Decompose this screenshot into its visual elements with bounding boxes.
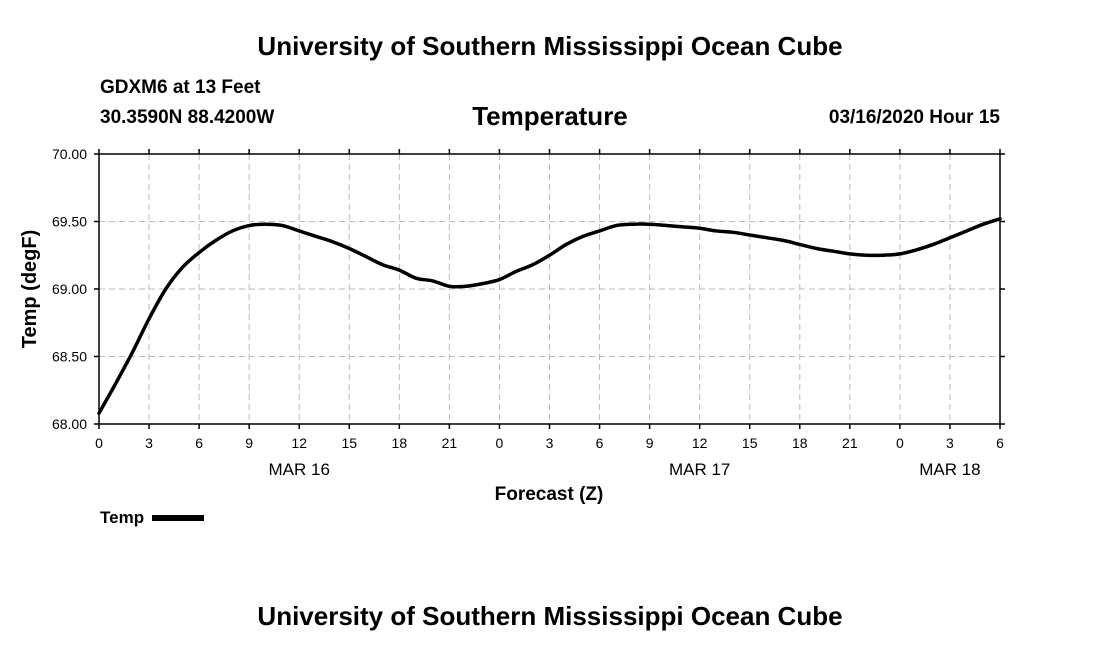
x-tick-label: 12 bbox=[692, 435, 708, 451]
x-axis-label: Forecast (Z) bbox=[495, 484, 604, 505]
axis-ticks: 68.00 68.50 69.00 69.50 70.00 0 3 6 9 12 15 18 21 0 3 6… bbox=[52, 146, 1005, 479]
legend: Temp bbox=[100, 508, 205, 528]
grid bbox=[99, 154, 1000, 424]
x-tick-label: 21 bbox=[442, 435, 458, 451]
x-tick-label: 12 bbox=[291, 435, 307, 451]
location-label: 30.3590N 88.4200W bbox=[100, 107, 275, 128]
y-tick-label: 70.00 bbox=[52, 146, 87, 162]
x-tick-label: 6 bbox=[596, 435, 604, 451]
x-tick-label: 18 bbox=[392, 435, 408, 451]
x-tick-label: 3 bbox=[546, 435, 554, 451]
x-tick-label: 15 bbox=[742, 435, 758, 451]
x-tick-label: 3 bbox=[946, 435, 954, 451]
station-label: GDXM6 at 13 Feet bbox=[100, 77, 261, 98]
chart-title: Temperature bbox=[472, 101, 628, 131]
x-tick-label: 3 bbox=[145, 435, 153, 451]
x-tick-label: 9 bbox=[646, 435, 654, 451]
y-axis-label: Temp (degF) bbox=[19, 230, 41, 349]
y-tick-label: 69.00 bbox=[52, 281, 87, 297]
x-tick-label: 21 bbox=[842, 435, 858, 451]
x-tick-label: 6 bbox=[195, 435, 203, 451]
y-tick-label: 68.50 bbox=[52, 349, 87, 365]
x-tick-label: 0 bbox=[896, 435, 904, 451]
page-title: University of Southern Mississippi Ocean… bbox=[257, 31, 843, 61]
footer-title: University of Southern Mississippi Ocean… bbox=[257, 601, 843, 631]
timestamp-label: 03/16/2020 Hour 15 bbox=[828, 107, 1000, 128]
x-tick-label: 0 bbox=[95, 435, 103, 451]
legend-line-swatch bbox=[152, 515, 205, 521]
x-tick-label: 6 bbox=[996, 435, 1004, 451]
x-tick-label: 9 bbox=[245, 435, 253, 451]
date-label: MAR 16 bbox=[269, 460, 330, 479]
y-tick-label: 69.50 bbox=[52, 214, 87, 230]
legend-label: Temp bbox=[100, 508, 145, 527]
y-tick-label: 68.00 bbox=[52, 416, 87, 432]
x-tick-label: 15 bbox=[341, 435, 357, 451]
date-label: MAR 18 bbox=[919, 460, 980, 479]
x-tick-label: 18 bbox=[792, 435, 808, 451]
x-tick-label: 0 bbox=[496, 435, 504, 451]
temp-series-line bbox=[97, 217, 1002, 415]
date-label: MAR 17 bbox=[669, 460, 730, 479]
